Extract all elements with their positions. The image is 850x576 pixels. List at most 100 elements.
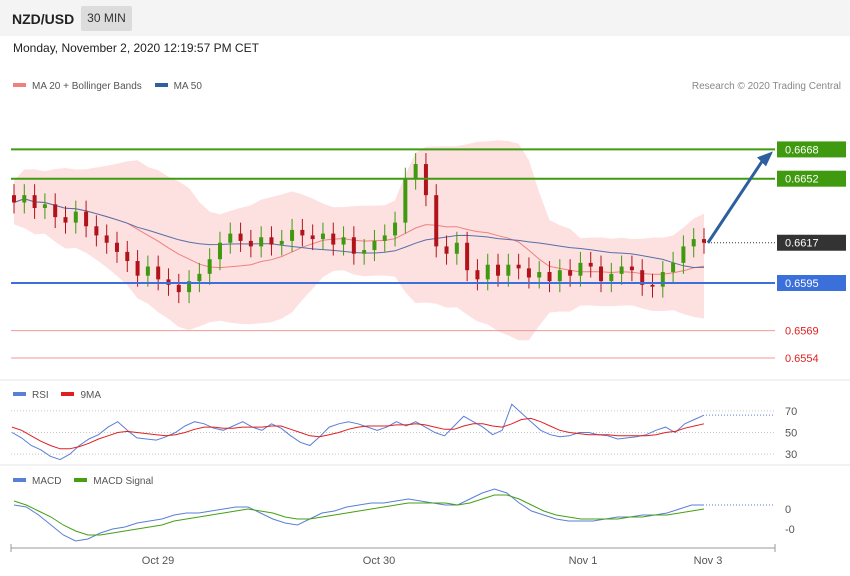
candle bbox=[269, 237, 274, 245]
candle bbox=[506, 264, 511, 276]
candle bbox=[619, 266, 624, 274]
candle bbox=[63, 217, 68, 223]
candle bbox=[125, 251, 130, 262]
resistance-tag bbox=[777, 170, 846, 187]
candle bbox=[290, 229, 295, 241]
candle bbox=[557, 270, 562, 282]
x-tick-label: Nov 3 bbox=[694, 555, 723, 567]
resistance-tag bbox=[777, 141, 846, 158]
candle bbox=[84, 211, 89, 227]
top-bar: NZD/USD 30 MIN bbox=[0, 0, 850, 36]
legend-signal-label: MACD Signal bbox=[93, 476, 154, 487]
timeframe-button[interactable]: 30 MIN bbox=[81, 6, 132, 31]
forecast-arrow-head bbox=[757, 151, 773, 167]
candle bbox=[547, 272, 552, 282]
candle bbox=[187, 281, 192, 293]
current-price-label: 0.6617 bbox=[785, 238, 819, 250]
candle bbox=[73, 211, 78, 223]
legend-ma20-label: MA 20 + Bollinger Bands bbox=[32, 81, 142, 92]
candle bbox=[403, 178, 408, 223]
resistance-label: 0.6668 bbox=[785, 144, 819, 156]
legend-main: MA 20 + Bollinger Bands MA 50 bbox=[13, 81, 202, 92]
legend-rsi-swatch bbox=[13, 392, 26, 397]
research-credit: Research © 2020 Trading Central bbox=[691, 81, 841, 92]
candle bbox=[578, 262, 583, 276]
candle bbox=[434, 195, 439, 247]
candle bbox=[279, 240, 284, 245]
candle bbox=[681, 246, 686, 263]
legend-rsi: RSI 9MA bbox=[13, 390, 101, 401]
candle bbox=[660, 272, 665, 287]
candle bbox=[629, 266, 634, 271]
candle bbox=[12, 195, 16, 203]
candle bbox=[228, 233, 233, 243]
legend-ma50-label: MA 50 bbox=[173, 81, 202, 92]
candle bbox=[259, 237, 264, 247]
candle bbox=[94, 226, 99, 236]
legend-signal-swatch bbox=[74, 478, 88, 483]
candle bbox=[372, 240, 377, 251]
target-label: 0.6554 bbox=[785, 353, 819, 365]
candle bbox=[135, 261, 140, 276]
candle bbox=[22, 195, 27, 203]
macd-series-1 bbox=[13, 494, 705, 536]
macd-tick-label: 0 bbox=[785, 504, 791, 516]
candle bbox=[248, 240, 253, 247]
candle bbox=[382, 235, 387, 241]
candle bbox=[485, 264, 490, 280]
macd-tick-label: -0 bbox=[785, 524, 795, 536]
candle bbox=[331, 233, 336, 245]
candle bbox=[156, 266, 161, 280]
candle bbox=[691, 239, 696, 247]
candle bbox=[496, 264, 501, 276]
candle bbox=[341, 237, 346, 245]
candle bbox=[444, 246, 449, 254]
legend-macd-label: MACD bbox=[32, 476, 62, 487]
candle bbox=[393, 222, 398, 236]
candle bbox=[145, 266, 150, 276]
candle bbox=[454, 242, 459, 254]
candle bbox=[217, 242, 222, 260]
target-label: 0.6569 bbox=[785, 326, 819, 338]
macd-series-0 bbox=[13, 488, 704, 542]
candle bbox=[300, 229, 305, 236]
legend-ma20-swatch bbox=[13, 83, 26, 88]
rsi-series-1 bbox=[11, 417, 705, 450]
rsi-series-0 bbox=[11, 403, 705, 461]
candle bbox=[42, 204, 47, 208]
candle bbox=[516, 264, 521, 269]
legend-9ma-label: 9MA bbox=[80, 390, 102, 401]
candle bbox=[238, 233, 243, 241]
candle bbox=[702, 239, 706, 243]
candle bbox=[207, 259, 212, 274]
resistance-label: 0.6652 bbox=[785, 174, 819, 186]
legend-ma50-swatch bbox=[154, 83, 168, 88]
candle bbox=[53, 204, 58, 218]
candle bbox=[362, 250, 367, 254]
candle bbox=[568, 270, 573, 276]
candle bbox=[351, 237, 356, 254]
x-tick-label: Nov 1 bbox=[569, 555, 598, 567]
rsi-tick-label: 50 bbox=[785, 428, 797, 440]
candle bbox=[114, 242, 119, 252]
x-tick-label: Oct 30 bbox=[363, 555, 395, 567]
candle bbox=[310, 235, 315, 240]
rsi-tick-label: 30 bbox=[785, 449, 797, 461]
candle bbox=[104, 235, 109, 243]
legend-macd-swatch bbox=[13, 478, 26, 483]
rsi-tick-label: 70 bbox=[785, 406, 797, 418]
candle bbox=[176, 284, 181, 293]
candle bbox=[526, 268, 531, 278]
candle bbox=[599, 266, 604, 282]
candle bbox=[588, 262, 593, 267]
candle bbox=[197, 273, 202, 282]
candle bbox=[413, 164, 418, 179]
current-price-tag bbox=[777, 234, 846, 251]
support-label: 0.6595 bbox=[785, 278, 819, 290]
candle bbox=[320, 233, 325, 240]
candle bbox=[650, 284, 655, 287]
candle bbox=[640, 270, 645, 285]
candle bbox=[465, 242, 470, 271]
legend-9ma-swatch bbox=[61, 392, 75, 397]
